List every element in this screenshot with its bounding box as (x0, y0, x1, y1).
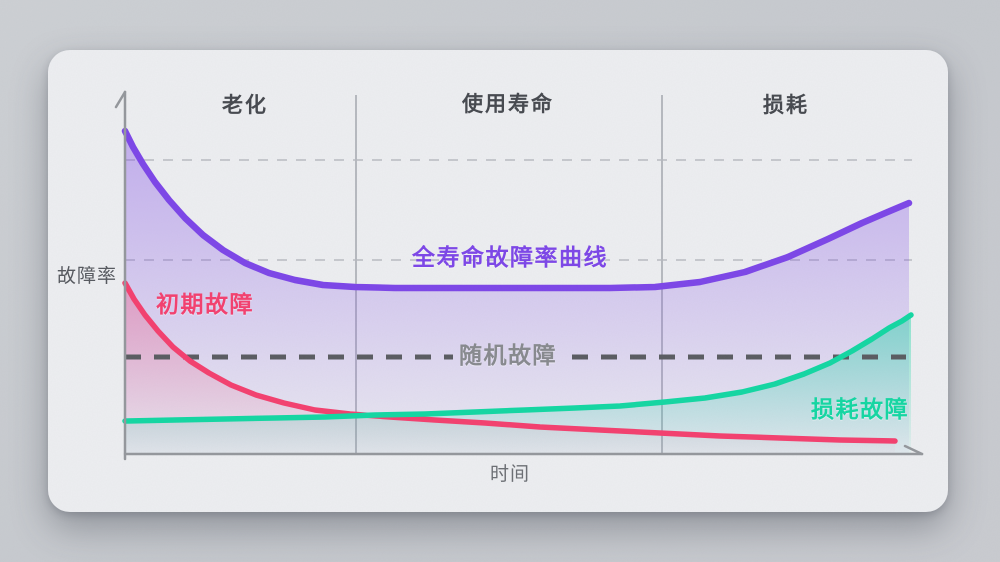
zone-label-wearout: 损耗 (763, 94, 809, 117)
label-wearout-failure: 损耗故障 (811, 396, 909, 422)
label-random-failure: 随机故障 (459, 342, 557, 368)
x-axis-label: 时间 (489, 464, 531, 485)
label-early-failure: 初期故障 (156, 291, 254, 317)
y-axis-arrow-icon (114, 90, 127, 109)
zone-label-aging: 老化 (222, 94, 268, 117)
label-lifetime-curve: 全寿命故障率曲线 (412, 244, 608, 270)
zone-label-useful-life: 使用寿命 (462, 93, 554, 116)
y-axis-label: 故障率 (56, 266, 118, 287)
